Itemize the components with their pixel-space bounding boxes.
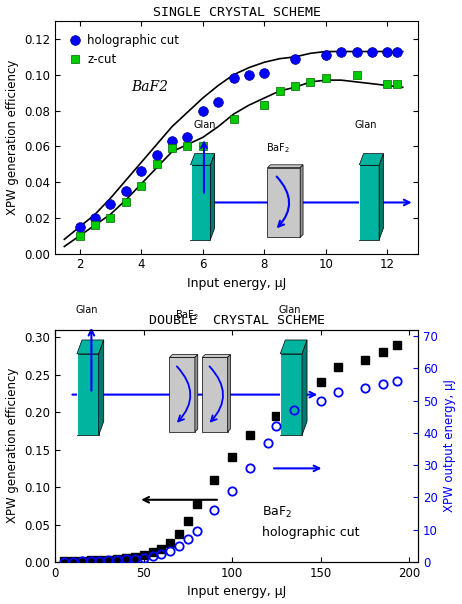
holographic cut <box>292 55 298 62</box>
z-cut <box>200 143 206 150</box>
holographic cut <box>185 133 190 141</box>
holographic cut <box>354 48 359 55</box>
FancyBboxPatch shape <box>77 354 99 435</box>
holographic cut <box>77 223 83 230</box>
z-cut <box>123 198 128 205</box>
Polygon shape <box>170 355 198 358</box>
FancyBboxPatch shape <box>267 167 300 237</box>
Line: holographic cut: holographic cut <box>75 47 401 232</box>
Polygon shape <box>228 355 231 432</box>
holographic cut <box>323 51 328 59</box>
z-cut <box>384 80 390 88</box>
Text: BaF$_2$: BaF$_2$ <box>266 141 290 155</box>
z-cut <box>323 75 328 82</box>
Polygon shape <box>280 340 307 354</box>
X-axis label: Input energy, μJ: Input energy, μJ <box>187 585 286 599</box>
z-cut <box>354 71 359 79</box>
Legend: holographic cut, z-cut: holographic cut, z-cut <box>65 30 184 71</box>
holographic cut <box>108 200 113 207</box>
holographic cut <box>394 48 399 55</box>
Line: z-cut: z-cut <box>76 71 401 240</box>
Text: BaF$_2$: BaF$_2$ <box>175 308 199 322</box>
Text: Glan: Glan <box>279 305 301 315</box>
Polygon shape <box>280 354 281 435</box>
FancyBboxPatch shape <box>280 354 302 435</box>
holographic cut <box>369 48 375 55</box>
Text: Glan: Glan <box>193 120 216 130</box>
Text: BaF$_2$: BaF$_2$ <box>262 504 292 519</box>
Polygon shape <box>302 340 307 435</box>
FancyBboxPatch shape <box>190 165 210 240</box>
Polygon shape <box>77 340 104 354</box>
holographic cut <box>231 75 237 82</box>
z-cut <box>261 101 267 109</box>
holographic cut <box>384 48 390 55</box>
z-cut <box>169 144 175 152</box>
Polygon shape <box>99 340 104 435</box>
holographic cut <box>139 168 144 175</box>
z-cut <box>308 79 313 86</box>
Polygon shape <box>359 153 383 165</box>
Text: Glan: Glan <box>355 120 377 130</box>
holographic cut <box>339 48 344 55</box>
X-axis label: Input energy, μJ: Input energy, μJ <box>187 277 286 290</box>
z-cut <box>277 87 282 94</box>
z-cut <box>139 182 144 189</box>
Polygon shape <box>190 153 215 165</box>
Polygon shape <box>202 355 231 358</box>
holographic cut <box>261 69 267 77</box>
Polygon shape <box>190 165 192 240</box>
holographic cut <box>200 107 206 114</box>
Polygon shape <box>359 165 360 240</box>
Title: SINGLE CRYSTAL SCHEME: SINGLE CRYSTAL SCHEME <box>152 5 321 19</box>
Y-axis label: XPW output energy, μJ: XPW output energy, μJ <box>444 379 456 512</box>
Polygon shape <box>195 355 198 432</box>
Text: holographic cut: holographic cut <box>262 527 359 539</box>
z-cut <box>231 116 237 123</box>
FancyBboxPatch shape <box>359 165 379 240</box>
Text: BaF2: BaF2 <box>131 80 168 94</box>
FancyBboxPatch shape <box>170 358 195 432</box>
holographic cut <box>92 214 98 222</box>
holographic cut <box>169 137 175 144</box>
FancyBboxPatch shape <box>202 358 228 432</box>
Polygon shape <box>379 153 383 240</box>
Y-axis label: XPW generation efficiency: XPW generation efficiency <box>6 368 18 524</box>
holographic cut <box>246 71 252 79</box>
Polygon shape <box>300 165 303 237</box>
Polygon shape <box>267 165 303 167</box>
holographic cut <box>123 187 128 194</box>
z-cut <box>185 143 190 150</box>
holographic cut <box>215 98 221 105</box>
Title: DOUBLE  CRYSTAL SCHEME: DOUBLE CRYSTAL SCHEME <box>149 314 325 327</box>
Text: Glan: Glan <box>75 305 97 315</box>
Y-axis label: XPW generation efficiency: XPW generation efficiency <box>6 60 18 215</box>
Polygon shape <box>77 354 78 435</box>
z-cut <box>292 82 298 89</box>
z-cut <box>92 222 98 229</box>
holographic cut <box>154 152 159 159</box>
z-cut <box>154 161 159 168</box>
z-cut <box>108 214 113 222</box>
z-cut <box>77 232 83 239</box>
Polygon shape <box>210 153 215 240</box>
z-cut <box>394 80 399 88</box>
